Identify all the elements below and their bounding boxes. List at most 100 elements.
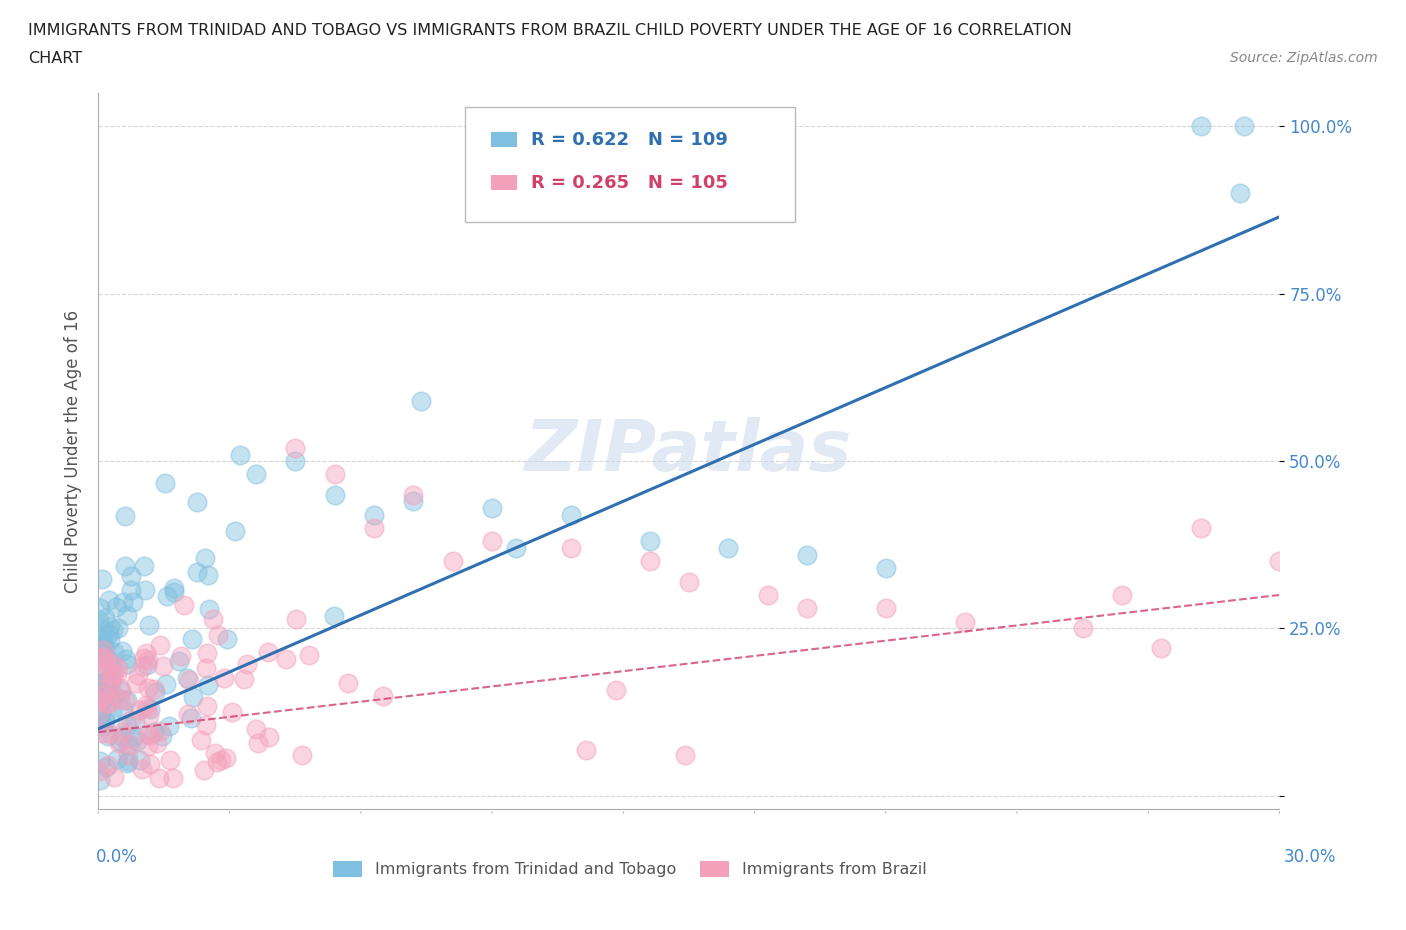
Point [152,658,174,673]
Point [90,631,112,646]
Point [1268,554,1291,569]
Point [481,500,503,515]
Point [207,628,229,643]
Point [197,645,219,660]
Text: 0.0%: 0.0% [96,848,138,866]
Point [115,756,138,771]
Point [91,688,114,703]
Point [274,652,297,667]
Point [96,696,118,711]
Point [560,507,582,522]
Point [257,730,280,745]
Point [322,608,344,623]
Point [110,692,132,707]
Point [363,507,385,522]
Point [94,711,117,725]
Point [124,713,146,728]
Point [138,708,160,723]
Point [117,754,139,769]
Point [125,676,148,691]
Point [148,724,170,738]
Point [197,678,219,693]
Point [221,705,243,720]
Point [117,737,139,752]
Point [247,736,270,751]
Point [110,684,132,698]
Point [93,713,115,728]
Point [117,747,139,762]
Point [101,669,124,684]
Point [176,671,198,685]
Point [93,653,115,668]
Point [93,643,115,658]
Point [128,752,150,767]
Point [131,762,153,777]
Point [97,593,120,608]
Point [156,589,179,604]
Point [97,686,120,701]
Point [132,650,155,665]
Point [115,657,138,671]
Point [167,654,190,669]
Point [90,620,112,635]
Point [402,487,425,502]
Point [197,602,219,617]
Point [89,764,111,778]
Point [107,660,129,675]
Point [143,724,166,739]
Point [875,561,897,576]
Text: 30.0%: 30.0% [1284,848,1336,866]
Point [111,724,134,739]
Point [1150,641,1173,656]
Point [159,752,181,767]
Point [122,729,145,744]
Point [98,692,121,707]
Point [163,581,186,596]
Point [136,700,159,715]
Text: R = 0.622   N = 109: R = 0.622 N = 109 [530,130,727,149]
Point [100,667,122,682]
Point [560,540,582,555]
Text: R = 0.265   N = 105: R = 0.265 N = 105 [530,174,727,192]
Point [89,600,111,615]
Point [212,671,235,685]
Point [441,554,464,569]
Point [87,706,110,721]
Point [91,639,114,654]
Point [323,467,346,482]
Point [100,675,122,690]
Point [105,751,128,766]
Point [638,534,661,549]
Point [91,651,114,666]
Point [1111,588,1133,603]
Point [107,736,129,751]
Point [120,712,142,727]
Point [146,736,169,751]
Point [114,652,136,667]
Point [132,658,155,673]
Point [136,681,159,696]
Point [97,758,120,773]
Point [756,588,779,603]
Point [204,746,226,761]
Point [135,698,157,712]
Point [105,667,128,682]
Point [155,676,177,691]
Point [194,661,217,676]
Point [100,673,122,688]
Point [103,689,125,704]
Point [186,565,208,579]
Point [91,675,114,690]
Point [201,612,224,627]
Point [245,467,267,482]
Point [1189,521,1212,536]
Point [139,701,162,716]
Point [139,727,162,742]
Point [157,718,180,733]
Point [638,554,661,569]
Point [93,635,115,650]
Text: CHART: CHART [28,51,82,66]
Point [236,657,259,671]
Point [91,719,114,734]
Point [91,572,114,587]
